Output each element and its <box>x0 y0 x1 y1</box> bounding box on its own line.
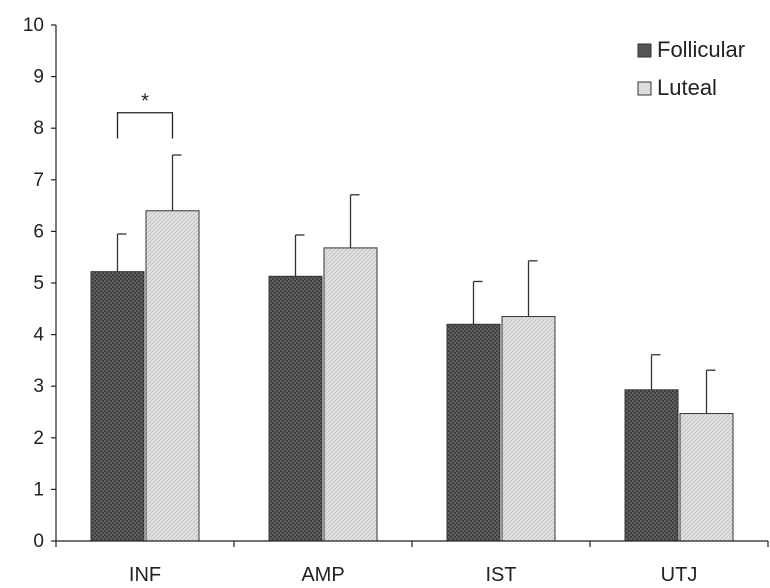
y-tick-label: 4 <box>33 325 44 346</box>
y-tick-label: 5 <box>33 273 44 294</box>
axes: 0 1 2 3 4 5 6 7 8 9 10 INF AMP IST UTJ <box>23 15 769 586</box>
bar-follicular-amp <box>268 275 323 542</box>
y-tick-label: 0 <box>33 531 44 552</box>
significance-bracket <box>116 112 174 139</box>
x-category-label: IST <box>485 564 516 586</box>
significance-marker: * <box>141 91 149 113</box>
significance-annotations: * <box>116 91 174 139</box>
legend-swatch-follicular <box>637 43 652 58</box>
legend-label-follicular: Follicular <box>657 37 745 62</box>
bar-follicular-utj <box>624 389 679 542</box>
bar-follicular-inf <box>90 271 145 542</box>
legend-label-luteal: Luteal <box>657 75 717 100</box>
legend-swatch-luteal <box>637 81 652 96</box>
y-tick-label: 3 <box>33 376 44 397</box>
y-tick-label: 2 <box>33 428 44 449</box>
x-category-label: AMP <box>301 564 344 586</box>
bar-luteal-amp <box>323 247 378 542</box>
bar-luteal-utj <box>679 413 734 542</box>
bar-follicular-ist <box>446 323 501 542</box>
y-tick-label: 7 <box>33 170 44 191</box>
y-tick-label: 6 <box>33 221 44 242</box>
bar-luteal-inf <box>145 210 200 542</box>
y-tick-label: 9 <box>33 67 44 88</box>
x-category-label: UTJ <box>661 564 698 586</box>
legend: Follicular Luteal <box>637 37 745 100</box>
bar-luteal-ist <box>501 316 556 542</box>
bars <box>90 154 734 542</box>
y-tick-label: 8 <box>33 118 44 139</box>
y-tick-label: 10 <box>23 15 44 36</box>
x-category-label: INF <box>129 564 161 586</box>
y-tick-label: 1 <box>33 479 44 500</box>
